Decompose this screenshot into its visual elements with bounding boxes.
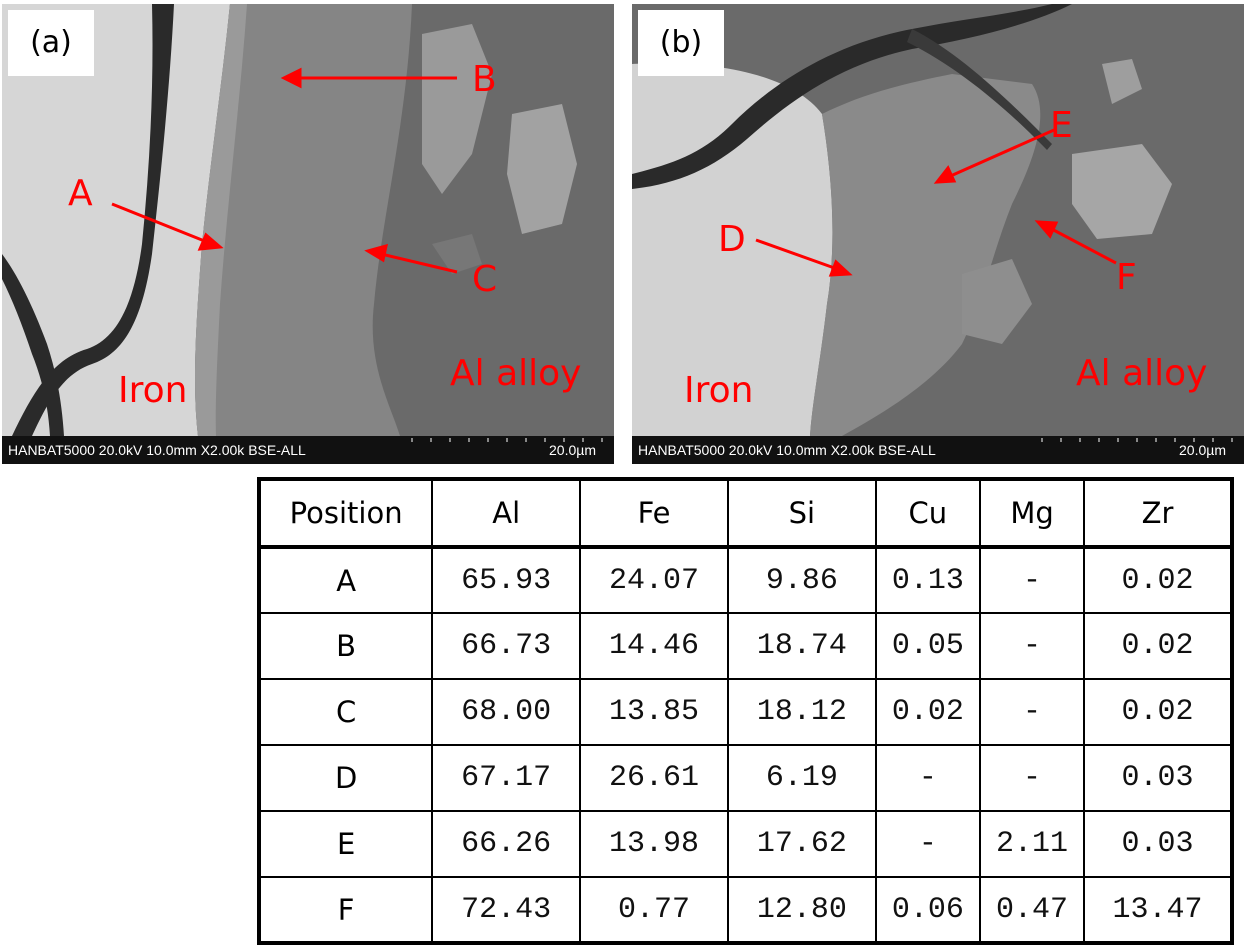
label-position-e: E bbox=[1050, 105, 1073, 146]
label-position-c: C bbox=[472, 259, 498, 300]
table-cell-position: A bbox=[257, 546, 434, 614]
header-si: Si bbox=[726, 478, 877, 549]
table-cell-value: 0.06 bbox=[874, 876, 981, 944]
header-mg: Mg bbox=[978, 478, 1086, 549]
panel-tag-a: (a) bbox=[8, 10, 94, 76]
scale-bar-label-b: 20.0µm bbox=[1179, 442, 1226, 458]
label-al-alloy-a: Al alloy bbox=[450, 353, 582, 394]
table-cell-value: 9.86 bbox=[726, 546, 877, 614]
table-row: D 67.17 26.61 6.19- -0.03 bbox=[257, 744, 1233, 812]
table-row: E 66.26 13.98 17.62-2.11 0.03 bbox=[257, 810, 1233, 878]
table-cell-value: 18.12 bbox=[726, 678, 877, 746]
table-cell-value: - bbox=[874, 810, 981, 878]
table-cell-position: D bbox=[257, 744, 434, 812]
table-cell-value: 13.47 bbox=[1083, 876, 1233, 944]
table-cell-value: - bbox=[978, 744, 1086, 812]
table-cell-position: C bbox=[257, 678, 434, 746]
table-cell-value: 0.05 bbox=[874, 612, 981, 680]
sem-micrograph-b bbox=[632, 4, 1244, 436]
label-position-a: A bbox=[68, 173, 93, 214]
table-cell-value: 2.11 bbox=[978, 810, 1086, 878]
table-cell-value: 0.02 bbox=[1083, 678, 1233, 746]
table-cell-value: 65.93 bbox=[431, 546, 582, 614]
table-cell-value: 0.77 bbox=[579, 876, 729, 944]
table-cell-value: 13.98 bbox=[579, 810, 729, 878]
table-cell-value: 66.73 bbox=[431, 612, 582, 680]
scale-bar-label-a: 20.0µm bbox=[549, 442, 596, 458]
table-cell-value: 0.47 bbox=[978, 876, 1086, 944]
label-al-alloy-b: Al alloy bbox=[1076, 353, 1208, 394]
table-cell-value: 67.17 bbox=[431, 744, 582, 812]
sem-info-bar-b: HANBAT5000 20.0kV 10.0mm X2.00k BSE-ALL … bbox=[632, 436, 1244, 464]
label-position-f: F bbox=[1116, 257, 1137, 298]
composition-table: Position Al Fe Si Cu Mg Zr A 65.93 24.07 9.… bbox=[257, 477, 1234, 945]
table-cell-value: 17.62 bbox=[726, 810, 877, 878]
table-cell-value: 66.26 bbox=[431, 810, 582, 878]
table-cell-value: 6.19 bbox=[726, 744, 877, 812]
table-header-row: Position Al Fe Si Cu Mg Zr bbox=[257, 478, 1233, 549]
table-cell-value: - bbox=[978, 678, 1086, 746]
table-cell-value: 24.07 bbox=[579, 546, 729, 614]
table-cell-position: F bbox=[257, 876, 434, 944]
table-cell-value: 0.02 bbox=[874, 678, 981, 746]
header-fe: Fe bbox=[579, 478, 729, 549]
scale-ticks-a bbox=[411, 438, 603, 442]
table-cell-value: 0.13 bbox=[874, 546, 981, 614]
sem-metadata-b: HANBAT5000 20.0kV 10.0mm X2.00k BSE-ALL bbox=[638, 442, 936, 458]
header-cu: Cu bbox=[874, 478, 981, 549]
table-body: A 65.93 24.07 9.86 0.13-0.02 B 66.73 14.46 18.74… bbox=[257, 546, 1233, 944]
table-row: C 68.00 13.85 18.12 0.02-0.02 bbox=[257, 678, 1233, 746]
scale-ticks-b bbox=[1041, 438, 1233, 442]
table-cell-value: 0.03 bbox=[1083, 810, 1233, 878]
table-cell-value: 72.43 bbox=[431, 876, 582, 944]
table-cell-value: - bbox=[874, 744, 981, 812]
sem-micrograph-a bbox=[2, 4, 614, 436]
sem-image-panel-a: (a) A B C Iron Al alloy HANBAT5000 20.0k… bbox=[2, 4, 614, 464]
table-row: B 66.73 14.46 18.74 0.05-0.02 bbox=[257, 612, 1233, 680]
table-cell-value: 14.46 bbox=[579, 612, 729, 680]
table-cell-value: 68.00 bbox=[431, 678, 582, 746]
table-cell-position: E bbox=[257, 810, 434, 878]
table-cell-value: 18.74 bbox=[726, 612, 877, 680]
label-iron-b: Iron bbox=[684, 370, 754, 411]
sem-metadata-a: HANBAT5000 20.0kV 10.0mm X2.00k BSE-ALL bbox=[8, 442, 306, 458]
table-row: F 72.43 0.77 12.80 0.06 0.47 13.47 bbox=[257, 876, 1233, 944]
label-position-d: D bbox=[718, 219, 746, 260]
table-row: A 65.93 24.07 9.86 0.13-0.02 bbox=[257, 546, 1233, 614]
sem-info-bar-a: HANBAT5000 20.0kV 10.0mm X2.00k BSE-ALL … bbox=[2, 436, 614, 464]
table-cell-value: 12.80 bbox=[726, 876, 877, 944]
header-al: Al bbox=[431, 478, 582, 549]
table-cell-value: - bbox=[978, 612, 1086, 680]
label-position-b: B bbox=[472, 59, 497, 100]
header-zr: Zr bbox=[1083, 478, 1233, 549]
table-cell-value: - bbox=[978, 546, 1086, 614]
table-cell-value: 13.85 bbox=[579, 678, 729, 746]
table-cell-value: 0.03 bbox=[1083, 744, 1233, 812]
header-position: Position bbox=[257, 478, 434, 549]
table-cell-value: 0.02 bbox=[1083, 612, 1233, 680]
table-cell-value: 0.02 bbox=[1083, 546, 1233, 614]
table-cell-value: 26.61 bbox=[579, 744, 729, 812]
label-iron-a: Iron bbox=[118, 370, 188, 411]
sem-image-panel-b: (b) D E F Iron Al alloy HANBAT5000 20.0k… bbox=[632, 4, 1244, 464]
table-cell-position: B bbox=[257, 612, 434, 680]
panel-tag-b: (b) bbox=[638, 10, 724, 76]
